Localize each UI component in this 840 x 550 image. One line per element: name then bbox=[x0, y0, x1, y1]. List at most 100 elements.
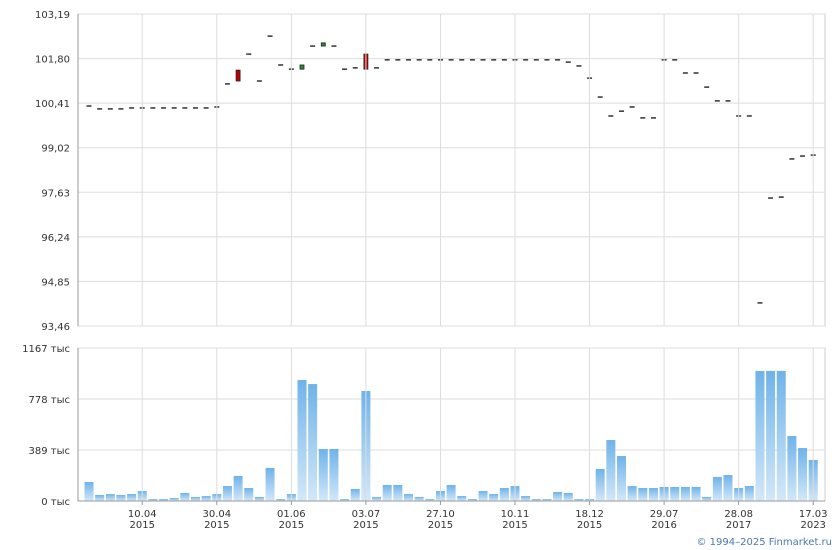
candle bbox=[395, 59, 401, 61]
candle bbox=[672, 59, 678, 61]
x-tick-label: 28.08 2017 bbox=[724, 509, 753, 531]
y-tick-label: 96,24 bbox=[41, 233, 70, 244]
x-tick-label-line: 27.10 bbox=[426, 509, 455, 520]
candle bbox=[608, 115, 614, 117]
candle bbox=[693, 72, 699, 74]
volume-bar bbox=[670, 486, 680, 501]
x-tick-label: 30.04 2015 bbox=[202, 509, 231, 531]
candle bbox=[267, 35, 273, 37]
candle bbox=[746, 115, 752, 117]
candle bbox=[182, 107, 188, 109]
volume-bar bbox=[84, 481, 94, 501]
candle bbox=[778, 196, 784, 198]
x-tick-label: 17.03 2023 bbox=[799, 509, 828, 531]
volume-bar bbox=[308, 384, 318, 501]
volume-bar bbox=[201, 496, 211, 501]
x-tick-label-line: 2023 bbox=[800, 520, 825, 531]
candle bbox=[235, 69, 241, 82]
candle bbox=[342, 68, 348, 70]
candle bbox=[97, 108, 103, 110]
candle bbox=[501, 59, 507, 61]
volume-bar bbox=[372, 496, 382, 501]
volume-bar bbox=[222, 486, 232, 501]
volume-bar bbox=[638, 488, 648, 501]
volume-bar bbox=[553, 491, 563, 501]
volume-bar bbox=[691, 486, 701, 501]
candle bbox=[416, 59, 422, 61]
candle bbox=[789, 158, 795, 160]
candle bbox=[725, 100, 731, 102]
x-tick-label-line: 28.08 bbox=[724, 509, 753, 520]
y-tick-label: 99,02 bbox=[41, 144, 70, 155]
candle bbox=[150, 107, 156, 109]
candle bbox=[533, 59, 539, 61]
candle bbox=[480, 59, 486, 61]
x-tick-label-line: 29.07 bbox=[650, 509, 679, 520]
candle bbox=[555, 59, 561, 61]
volume-bar bbox=[521, 496, 531, 501]
volume-bar bbox=[169, 497, 179, 501]
volume-bar bbox=[798, 448, 808, 501]
candle bbox=[374, 67, 380, 69]
volume-bar bbox=[329, 448, 339, 501]
candle bbox=[629, 106, 635, 108]
volume-bar bbox=[776, 370, 786, 501]
candle bbox=[299, 64, 305, 70]
candle bbox=[619, 110, 624, 112]
y-tick-label: 93,46 bbox=[41, 322, 70, 333]
candle bbox=[278, 64, 284, 66]
volume-bar bbox=[95, 494, 105, 501]
x-tick-label-line: 2017 bbox=[726, 520, 751, 531]
x-tick-label-line: 03.07 bbox=[352, 509, 381, 520]
candle bbox=[491, 59, 497, 61]
x-tick-label: 10.04 2015 bbox=[128, 509, 157, 531]
x-tick-label-line: 2015 bbox=[279, 520, 304, 531]
x-tick-label-line: 2015 bbox=[130, 520, 155, 531]
volume-bar bbox=[489, 494, 499, 501]
volume-bar bbox=[116, 494, 126, 501]
candle bbox=[704, 86, 710, 88]
volume-bar bbox=[457, 496, 467, 501]
volume-bar bbox=[712, 477, 722, 501]
candle bbox=[256, 80, 262, 82]
candle bbox=[565, 61, 571, 63]
candle bbox=[640, 117, 646, 119]
volume-bar bbox=[627, 486, 637, 501]
x-tick-label-line: 2015 bbox=[502, 520, 527, 531]
x-tick-label-line: 01.06 bbox=[277, 509, 306, 520]
volume-bar bbox=[499, 488, 509, 501]
volume-bar bbox=[702, 496, 712, 501]
volume-bar bbox=[404, 494, 413, 501]
y-tick-label: 0 тыс bbox=[41, 497, 70, 508]
candle bbox=[86, 105, 92, 107]
candle bbox=[597, 96, 603, 98]
candle bbox=[352, 67, 358, 69]
volume-bar bbox=[148, 499, 158, 501]
x-tick-label-line: 2015 bbox=[577, 520, 602, 531]
candle bbox=[320, 42, 326, 47]
candle bbox=[224, 83, 230, 85]
y-tick-label: 1167 тыс bbox=[22, 344, 70, 355]
volume-bar bbox=[233, 475, 243, 501]
y-tick-label: 778 тыс bbox=[29, 395, 70, 406]
volume-bar bbox=[105, 494, 115, 501]
x-tick-label: 03.07 2015 bbox=[352, 509, 381, 531]
volume-bar bbox=[265, 467, 275, 501]
candle bbox=[768, 197, 774, 199]
candle bbox=[118, 108, 124, 110]
y-tick-label: 103,19 bbox=[35, 10, 70, 21]
volume-bar bbox=[425, 499, 435, 501]
candle bbox=[107, 108, 113, 110]
candle bbox=[129, 107, 135, 109]
copyright: © 1994–2025 Finmarket.ru bbox=[696, 537, 832, 548]
candle bbox=[544, 59, 550, 61]
candle bbox=[246, 53, 252, 55]
volume-bar bbox=[723, 475, 733, 501]
x-tick-label: 10.11 2015 bbox=[501, 509, 530, 531]
volume-bar bbox=[478, 491, 488, 501]
y-tick-label: 101,80 bbox=[35, 55, 70, 66]
x-tick-label: 01.06 2015 bbox=[277, 509, 306, 531]
volume-bar bbox=[617, 456, 626, 501]
volume-bar bbox=[648, 488, 658, 501]
volume-bar bbox=[744, 486, 754, 501]
